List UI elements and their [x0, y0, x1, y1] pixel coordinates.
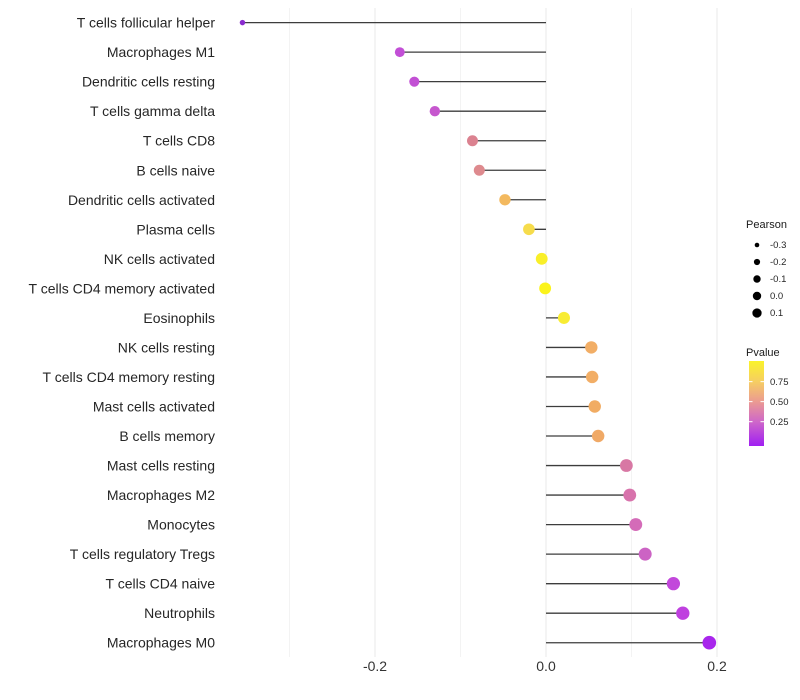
colorbar-tick-label: 0.75	[770, 377, 789, 388]
size-legend-label: -0.1	[770, 274, 786, 285]
category-label: NK cells resting	[118, 339, 215, 355]
lollipop-point	[535, 252, 548, 265]
lollipop-point	[409, 76, 420, 87]
lollipop-point	[394, 47, 405, 58]
lollipop-point	[585, 341, 598, 354]
lollipop-point	[591, 429, 605, 443]
size-legend-dot	[752, 291, 762, 301]
category-label: Macrophages M2	[107, 487, 215, 503]
category-label: B cells memory	[119, 428, 215, 444]
x-axis-tick-label: -0.2	[363, 658, 387, 674]
size-legend-label: -0.2	[770, 257, 786, 268]
category-label: Neutrophils	[144, 605, 215, 621]
category-label: Dendritic cells activated	[68, 192, 215, 208]
category-label: Macrophages M0	[107, 635, 215, 651]
category-label: T cells CD4 memory activated	[29, 280, 215, 296]
category-label: Monocytes	[147, 517, 215, 533]
x-axis-tick-label: 0.2	[707, 658, 727, 674]
lollipop-point	[666, 577, 681, 591]
lollipop-point	[588, 400, 601, 413]
colorbar-tick-label: 0.50	[770, 397, 789, 408]
category-label: Mast cells activated	[93, 398, 215, 414]
category-label: Mast cells resting	[107, 458, 215, 474]
lollipop-point	[473, 164, 485, 176]
size-legend-dot	[752, 308, 762, 318]
lollipop-point	[239, 19, 246, 26]
lollipop-point	[702, 635, 717, 650]
category-label: NK cells activated	[104, 251, 215, 267]
lollipop-point	[523, 223, 535, 236]
size-legend-title: Pearson	[746, 219, 787, 231]
pvalue-colorbar	[749, 361, 764, 446]
lollipop-point	[539, 282, 552, 295]
size-legend	[752, 242, 762, 318]
size-legend-label: -0.3	[770, 240, 786, 251]
category-label: T cells gamma delta	[90, 103, 215, 119]
category-label: T cells follicular helper	[77, 15, 216, 31]
category-label: Macrophages M1	[107, 44, 215, 60]
x-axis-tick-label: 0.0	[536, 658, 556, 674]
size-legend-label: 0.1	[770, 308, 783, 319]
size-legend-dot	[754, 242, 760, 248]
category-label: T cells regulatory Tregs	[70, 546, 215, 562]
category-label: T cells CD8	[143, 133, 215, 149]
size-legend-dot	[753, 275, 761, 283]
size-legend-label: 0.0	[770, 291, 783, 302]
color-legend	[749, 361, 764, 446]
lollipop-point	[499, 194, 511, 206]
gridlines	[289, 8, 718, 657]
lollipop-rows	[239, 19, 717, 650]
color-legend-title: Pvalue	[746, 347, 780, 359]
size-legend-dot	[753, 258, 761, 266]
colorbar-tick-label: 0.25	[770, 417, 789, 428]
lollipop-point	[623, 488, 637, 502]
category-label: T cells CD4 memory resting	[43, 369, 215, 385]
lollipop-point	[676, 606, 690, 620]
category-label: Plasma cells	[136, 221, 215, 237]
lollipop-point	[638, 547, 652, 561]
lollipop-point	[557, 311, 570, 324]
category-label: Dendritic cells resting	[82, 74, 215, 90]
category-label: T cells CD4 naive	[106, 576, 216, 592]
category-label: B cells naive	[136, 162, 215, 178]
lollipop-point	[585, 370, 599, 384]
lollipop-point	[429, 105, 441, 117]
lollipop-point	[466, 135, 478, 147]
lollipop-point	[629, 518, 643, 532]
category-label: Eosinophils	[143, 310, 215, 326]
lollipop-point	[619, 459, 633, 472]
